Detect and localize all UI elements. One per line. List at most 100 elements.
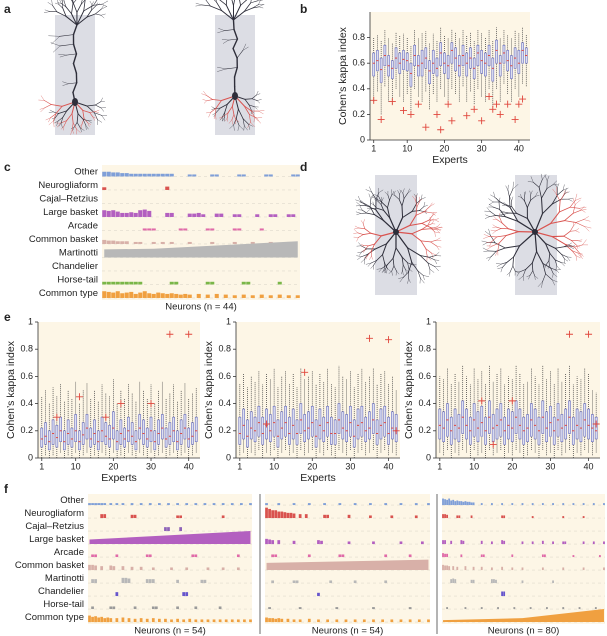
box (70, 427, 74, 448)
neuron-branch (48, 117, 51, 123)
neuron-branch (211, 106, 215, 109)
box (55, 425, 59, 448)
neuron-branch (80, 127, 85, 131)
bar (111, 292, 116, 298)
neuron-branch (252, 6, 260, 9)
bar (241, 294, 246, 298)
bar (164, 618, 167, 623)
bar (100, 514, 104, 519)
box (63, 430, 66, 451)
bar (91, 564, 94, 571)
neuron-branch (374, 243, 388, 250)
box (405, 52, 409, 72)
neuron-branch (231, 0, 234, 6)
bar (480, 566, 483, 571)
neuron-branch (391, 270, 393, 276)
box (326, 406, 329, 437)
x-tick-label: 1 (237, 461, 242, 471)
neuron-branch (412, 264, 416, 268)
bar (543, 554, 546, 558)
neuron-branch (62, 110, 68, 118)
neuron-branch (494, 197, 501, 203)
box (333, 419, 337, 445)
neuron-branch (398, 277, 404, 279)
neuron-branch (61, 122, 63, 128)
bar (160, 241, 165, 244)
neuron-branch (393, 191, 396, 196)
neuron-branch (250, 122, 255, 127)
box (435, 57, 439, 77)
outlier (478, 397, 486, 405)
neuron-branch (233, 124, 235, 131)
bar (151, 579, 155, 584)
box (465, 408, 468, 440)
box (291, 408, 295, 440)
bar (482, 554, 485, 558)
neuron-branch (499, 201, 511, 208)
x-tick-label: 30 (345, 461, 355, 471)
neuron-branch (85, 124, 89, 130)
neuron-branch (428, 256, 435, 261)
neuron-branch (244, 98, 250, 106)
neuron-branch (51, 36, 60, 45)
bar (442, 498, 444, 506)
neuron-branch (411, 228, 423, 235)
bar (169, 241, 174, 244)
bar (160, 293, 165, 298)
neuron-branch (482, 242, 488, 246)
box (280, 411, 284, 440)
neuron-branch (238, 125, 244, 130)
bar (472, 566, 475, 571)
bar (192, 213, 197, 217)
bar (151, 173, 156, 177)
neuron-branch (564, 220, 577, 223)
bar (158, 618, 161, 623)
neuron-branch (209, 5, 223, 12)
neuron-branch (378, 189, 384, 193)
neuron-branch (503, 211, 510, 214)
box (191, 422, 194, 445)
neuron-branch (423, 275, 430, 277)
neuron-branch (215, 1, 223, 12)
box (450, 42, 454, 64)
box (337, 403, 341, 434)
neuron-branch (86, 9, 92, 18)
neuron-branch (240, 0, 248, 6)
bar (546, 607, 548, 610)
bar (102, 187, 107, 190)
neuron-branch (518, 231, 536, 247)
box (356, 408, 360, 440)
bar (151, 606, 155, 610)
bar (129, 291, 134, 298)
neuron-branch (544, 242, 551, 254)
neuron-branch (563, 244, 569, 248)
row-label: Neurogliaform (24, 508, 84, 519)
neuron-branch (395, 231, 409, 249)
neuron-branch (511, 206, 517, 214)
neuron-branch (231, 106, 235, 115)
neuron-branch (525, 262, 533, 270)
bar (194, 554, 198, 558)
neuron-branch (421, 222, 431, 228)
box (549, 406, 552, 437)
neuron-branch (229, 124, 234, 129)
neuron-branch (381, 201, 388, 209)
bar (277, 281, 282, 285)
row-label: Common type (39, 288, 98, 299)
neuron-branch (235, 108, 239, 119)
bar (521, 567, 524, 571)
neuron-branch (57, 2, 62, 4)
bar (286, 214, 291, 217)
neuron-branch (492, 230, 496, 234)
bar (271, 618, 275, 623)
bar (121, 566, 125, 571)
neuron-branch (497, 267, 503, 269)
bar (454, 501, 457, 506)
neuron-branch (60, 117, 64, 124)
bar (452, 578, 455, 584)
neuron-branch (224, 103, 228, 113)
bar (151, 241, 156, 244)
neuron-branch (574, 244, 583, 248)
bar (326, 619, 330, 623)
bar (111, 281, 116, 285)
